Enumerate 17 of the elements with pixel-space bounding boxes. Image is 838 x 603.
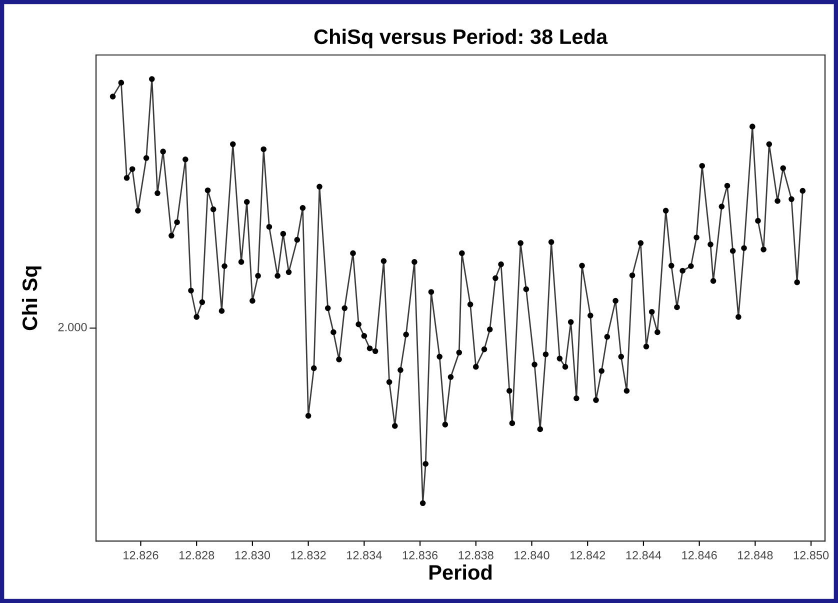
x-tick-label: 12.836	[402, 551, 438, 560]
x-tick-label: 12.828	[179, 551, 214, 560]
x-tick-label: 12.848	[738, 551, 773, 560]
x-tick-label: 12.850	[794, 551, 829, 560]
x-tick-label: 12.830	[235, 551, 270, 560]
text: 2.000	[58, 322, 87, 332]
x-tick-label: 12.844	[626, 551, 662, 560]
x-tick-label: 12.832	[291, 551, 326, 560]
x-tick-label: 12.846	[682, 551, 717, 560]
x-tick-label: 12.838	[458, 551, 494, 560]
x-tick-label: 12.826	[124, 551, 158, 560]
chart-title: ChiSq versus Period: 38 Leda	[314, 28, 608, 48]
x-tick-label: 12.842	[570, 551, 606, 560]
x-tick-label: 12.834	[347, 551, 382, 560]
x-tick-label: 12.840	[514, 551, 550, 560]
x-axis-title: Period	[430, 564, 492, 580]
y-axis-title: Chi Sq	[22, 266, 42, 330]
